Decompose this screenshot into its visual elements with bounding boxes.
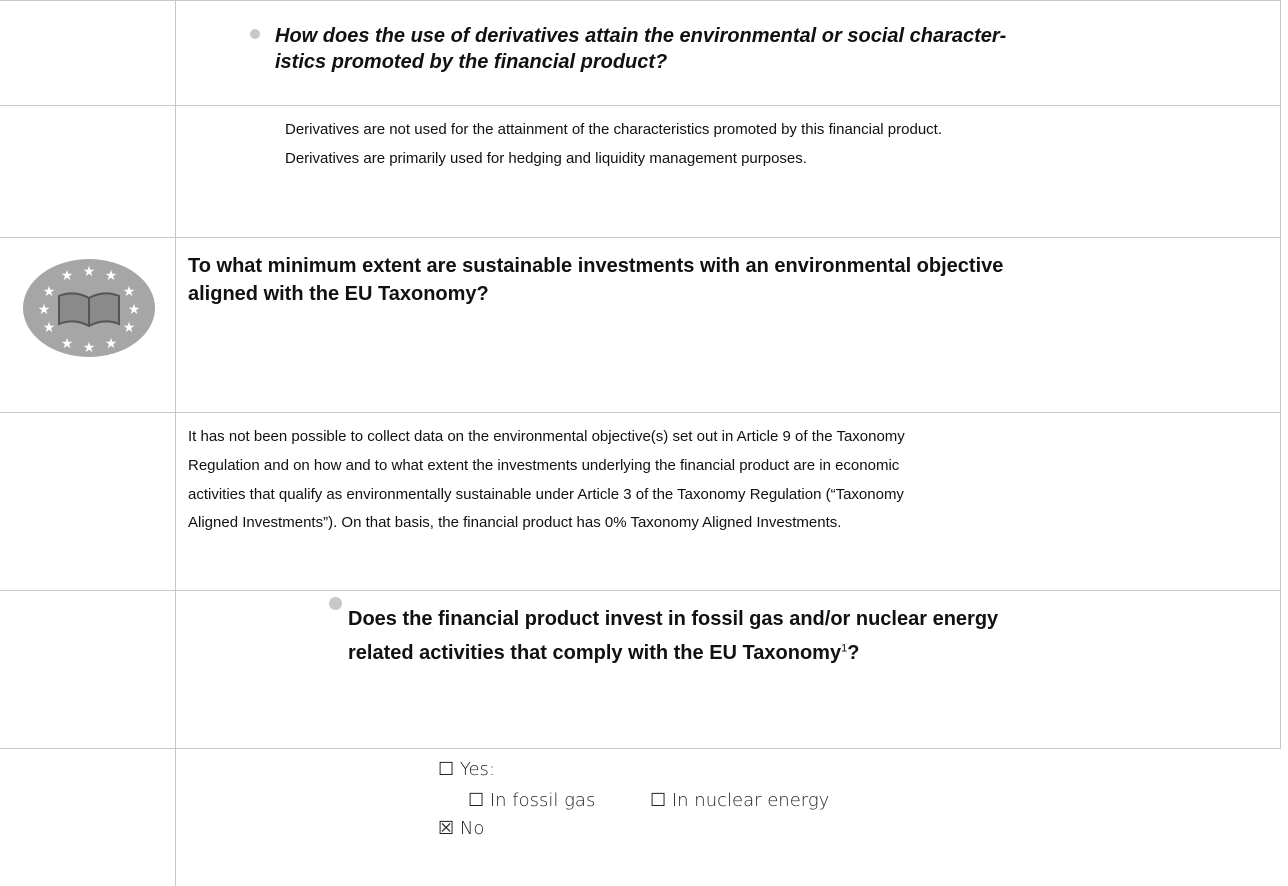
question-text: related activities that comply with the … [348,642,842,664]
checkbox-option: ☐ In fossil gas [468,790,596,811]
column-line [175,0,176,886]
svg-text:★: ★ [123,320,136,336]
svg-text:★: ★ [83,340,96,356]
svg-text:★: ★ [43,320,56,336]
question: How does the use of derivatives attain t… [275,25,1007,47]
answer: Aligned Investments”). On that basis, th… [188,514,842,531]
checkbox-option: ☐ In nuclear energy [650,790,830,811]
bullet [329,597,342,610]
checkbox-option: ☐ Yes: [438,759,495,780]
column-line [1280,0,1281,748]
row-line [0,412,1281,413]
svg-text:★: ★ [123,284,136,300]
row-line [0,748,1281,749]
answer: Derivatives are not used for the attainm… [285,121,942,138]
row-line [0,237,1281,238]
answer: Derivatives are primarily used for hedgi… [285,150,807,167]
svg-text:★: ★ [105,336,118,352]
svg-text:★: ★ [105,268,118,284]
footnote-mark: 1 [841,642,848,655]
svg-text:★: ★ [43,284,56,300]
bullet [250,29,260,39]
row-line [0,0,1281,1]
row-line [0,590,1281,591]
question: related activities that comply with the … [348,642,859,665]
svg-text:★: ★ [83,264,96,280]
answer: Regulation and on how and to what extent… [188,457,900,474]
question: Does the financial product invest in fos… [348,608,999,630]
svg-text:★: ★ [61,336,74,352]
answer: It has not been possible to collect data… [188,428,905,445]
svg-text:★: ★ [128,302,141,318]
checkbox-option: ☒ No [438,818,485,839]
svg-text:★: ★ [61,268,74,284]
svg-text:★: ★ [38,302,51,318]
question: aligned with the EU Taxonomy? [188,283,489,305]
answer: activities that qualify as environmental… [188,486,904,503]
question: To what minimum extent are sustainable i… [188,255,1004,277]
taxonomy-icon: ★ ★ ★ ★ ★ ★ ★ ★ ★ ★ ★ ★ [23,259,155,357]
row-line [0,105,1281,106]
question: istics promoted by the financial product… [275,51,668,73]
question-end: ? [847,642,860,664]
